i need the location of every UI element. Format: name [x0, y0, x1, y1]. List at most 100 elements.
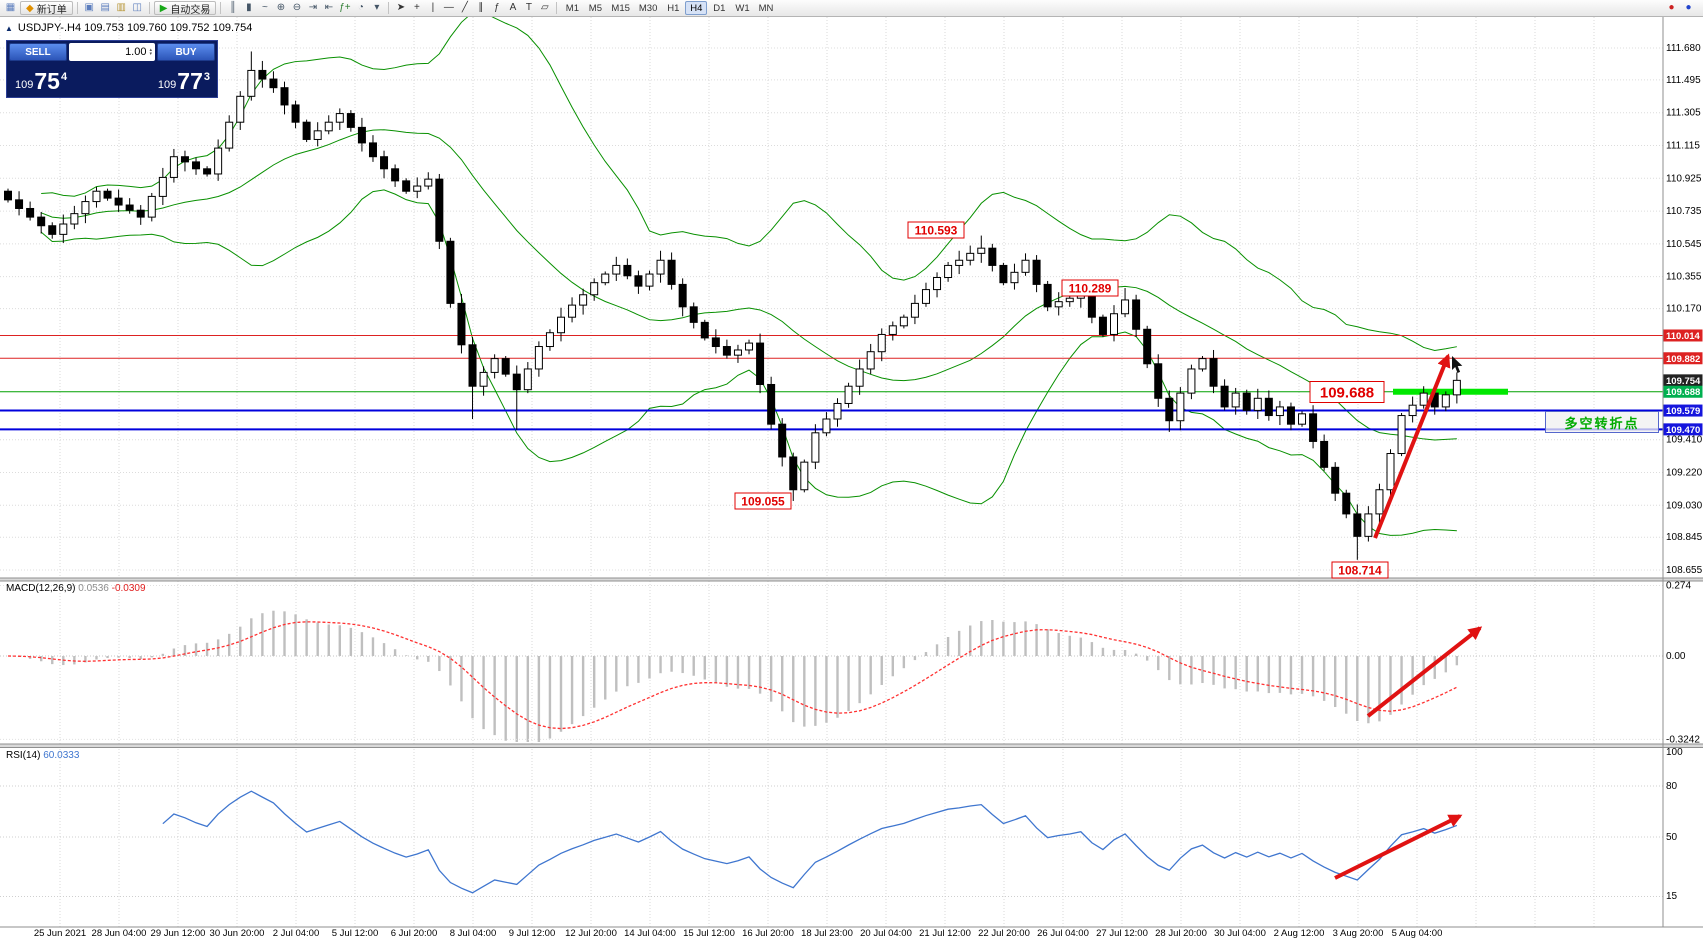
cursor-icon[interactable]: ➤ — [396, 2, 406, 13]
price-callout-text: 110.593 — [915, 223, 958, 237]
timeframe-W1[interactable]: W1 — [735, 2, 750, 14]
price-callout-box[interactable] — [907, 221, 965, 239]
svg-text:30 Jul 04:00: 30 Jul 04:00 — [1214, 928, 1266, 939]
volume-spinner[interactable]: ▴ ▾ — [149, 47, 152, 57]
svg-text:2 Aug 12:00: 2 Aug 12:00 — [1274, 928, 1325, 939]
svg-text:27 Jul 12:00: 27 Jul 12:00 — [1096, 928, 1148, 939]
timeframe-D1[interactable]: D1 — [713, 2, 726, 14]
price-callout-box[interactable] — [1309, 381, 1385, 403]
macd-separator[interactable] — [0, 578, 1703, 581]
macd-label: MACD(12,26,9) 0.0536 -0.0309 — [6, 583, 146, 594]
price-tag-109.579 — [1663, 404, 1703, 417]
pivot-highlight-segment[interactable] — [1393, 388, 1508, 395]
svg-text:14 Jul 04:00: 14 Jul 04:00 — [624, 928, 676, 939]
sell-price[interactable]: 109 75 4 — [15, 68, 68, 94]
svg-text:50: 50 — [1666, 832, 1678, 843]
svg-text:0.274: 0.274 — [1666, 581, 1691, 592]
svg-text:-0.3242: -0.3242 — [1666, 734, 1700, 745]
buy-price[interactable]: 109 77 3 — [157, 68, 210, 94]
horizontal-level-lines[interactable] — [0, 334, 1663, 431]
chart-window-icon[interactable]: ▣ — [84, 2, 94, 13]
shapes-icon[interactable]: ▱ — [541, 2, 549, 13]
indicators-icon[interactable]: ƒ+ — [339, 2, 351, 13]
macd-signal-line — [7, 621, 1458, 730]
new-order-button[interactable]: ◆ 新订单 — [20, 1, 73, 16]
svg-text:30 Jun 20:00: 30 Jun 20:00 — [210, 928, 265, 939]
chart-shift-icon[interactable]: ⇤ — [324, 2, 334, 13]
svg-text:111.680: 111.680 — [1666, 43, 1701, 54]
red-circle-icon[interactable]: ● — [1668, 2, 1675, 13]
file-icon-group: ▦ — [3, 1, 18, 15]
horizontal-line-icon[interactable]: ― — [443, 2, 454, 13]
auto-trading-button[interactable]: ▶ 自动交易 — [153, 1, 217, 16]
svg-text:21 Jul 12:00: 21 Jul 12:00 — [919, 928, 971, 939]
zoom-in-icon[interactable]: ⊕ — [276, 2, 286, 13]
panel-separators[interactable] — [0, 17, 1703, 928]
price-tag-109.882 — [1663, 352, 1703, 365]
sell-button[interactable]: SELL — [9, 43, 67, 61]
price-callout-text: 110.289 — [1069, 281, 1112, 295]
timeframe-H4[interactable]: H4 — [685, 1, 708, 15]
rsi-indicator — [0, 785, 1663, 897]
bar-chart-icon[interactable]: ║ — [229, 2, 237, 13]
profiles-icon[interactable]: ▤ — [100, 2, 110, 13]
candlestick-chart-icon[interactable]: ▮ — [246, 2, 252, 13]
auto-scroll-icon[interactable]: ⇥ — [308, 2, 318, 13]
crosshair-icon[interactable]: + — [413, 2, 420, 13]
toolbar-separator — [220, 2, 222, 14]
line-chart-icon[interactable]: ~ — [261, 2, 268, 13]
trend-arrow-rsi[interactable] — [1334, 814, 1463, 880]
blue-circle-icon[interactable]: ● — [1685, 2, 1692, 13]
price-callout-box[interactable] — [734, 492, 792, 510]
one-click-trading-panel: SELL 1.00 ▴ ▾ BUY 109 75 4 109 77 3 — [6, 40, 218, 98]
trendline-icon[interactable]: ╱ — [461, 2, 468, 13]
channel-icon[interactable]: ∥ — [478, 2, 484, 13]
timeframe-MN[interactable]: MN — [758, 2, 774, 14]
zoom-out-icon[interactable]: ⊖ — [292, 2, 302, 13]
chart-tools-group: ║ ▮ ~ ⊕ ⊖ ⇥ ⇤ ƒ+ ◔ ▾ — [225, 1, 384, 15]
price-callout-text: 108.714 — [1338, 563, 1382, 577]
svg-text:18 Jul 23:00: 18 Jul 23:00 — [801, 928, 853, 939]
chart-symbol-title: USDJPY-.H4 109.753 109.760 109.752 109.7… — [17, 22, 253, 34]
timeframe-M5[interactable]: M5 — [588, 2, 602, 14]
timeframe-M30[interactable]: M30 — [638, 2, 658, 14]
data-window-icon[interactable]: ▥ — [116, 2, 126, 13]
label-icon[interactable]: T — [525, 2, 532, 13]
svg-text:109.220: 109.220 — [1666, 467, 1703, 478]
price-callout-box[interactable] — [1061, 279, 1119, 297]
templates-icon[interactable]: ▾ — [374, 2, 380, 13]
text-icon[interactable]: A — [509, 2, 517, 13]
timeframe-H1[interactable]: H1 — [667, 2, 680, 14]
svg-text:109.688: 109.688 — [1666, 387, 1700, 398]
turning-point-label[interactable]: 多空转折点 — [1545, 411, 1659, 433]
price-callout-text: 109.055 — [741, 494, 785, 508]
price-callout-box[interactable] — [1331, 561, 1389, 579]
new-chart-icon[interactable]: ▦ — [5, 2, 16, 13]
new-order-label: 新订单 — [36, 4, 67, 16]
svg-text:109.030: 109.030 — [1666, 500, 1703, 511]
timeframe-M1[interactable]: M1 — [565, 2, 579, 14]
svg-text:80: 80 — [1666, 781, 1678, 792]
buy-button[interactable]: BUY — [157, 43, 215, 61]
svg-text:15: 15 — [1666, 891, 1678, 902]
timeframe-M15[interactable]: M15 — [611, 2, 630, 14]
auto-trading-label: 自动交易 — [170, 4, 211, 16]
trend-arrow-main[interactable] — [1373, 353, 1451, 539]
periods-dropdown-icon[interactable]: ◔ — [357, 2, 364, 13]
annotations[interactable]: 110.593 110.289 109.688 109.055 108.714 — [734, 221, 1483, 880]
candlesticks — [4, 51, 1461, 560]
price-tag-109.754 — [1663, 374, 1703, 387]
navigator-icon[interactable]: ◫ — [132, 2, 142, 13]
svg-text:28 Jun 04:00: 28 Jun 04:00 — [92, 928, 147, 939]
fibonacci-icon[interactable]: ƒ — [494, 2, 500, 13]
svg-text:5 Jul 12:00: 5 Jul 12:00 — [332, 928, 378, 939]
bollinger-bands — [40, 11, 1457, 536]
volume-input[interactable]: 1.00 ▴ ▾ — [69, 43, 155, 61]
collapse-one-click-icon[interactable]: ▲ — [5, 23, 13, 33]
rsi-separator[interactable] — [0, 744, 1703, 748]
vertical-line-icon[interactable]: | — [431, 2, 435, 13]
trend-arrow-macd[interactable] — [1366, 626, 1483, 718]
new-order-icon: ◆ — [26, 2, 34, 14]
toolbar-separator — [388, 2, 390, 14]
